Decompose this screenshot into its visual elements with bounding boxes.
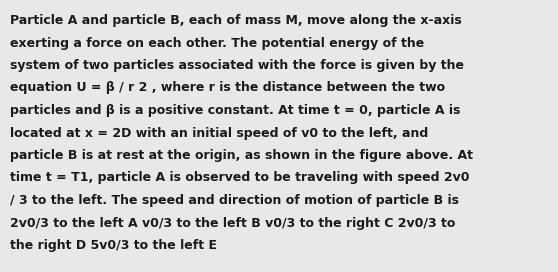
Text: / 3 to the left. The speed and direction of motion of particle B is: / 3 to the left. The speed and direction… [10, 194, 459, 207]
Text: located at x = 2D with an initial speed of v0 to the left, and: located at x = 2D with an initial speed … [10, 126, 428, 140]
Text: system of two particles associated with the force is given by the: system of two particles associated with … [10, 59, 464, 72]
Text: time t = T1, particle A is observed to be traveling with speed 2v0: time t = T1, particle A is observed to b… [10, 172, 469, 184]
Text: Particle A and particle B, each of mass M, move along the x-axis: Particle A and particle B, each of mass … [10, 14, 462, 27]
Text: particles and β is a positive constant. At time t = 0, particle A is: particles and β is a positive constant. … [10, 104, 460, 117]
Text: exerting a force on each other. The potential energy of the: exerting a force on each other. The pote… [10, 36, 424, 50]
Text: 2v0/3 to the left A v0/3 to the left B v0/3 to the right C 2v0/3 to: 2v0/3 to the left A v0/3 to the left B v… [10, 217, 455, 230]
Text: particle B is at rest at the origin, as shown in the figure above. At: particle B is at rest at the origin, as … [10, 149, 473, 162]
Text: equation U = β / r 2 , where r is the distance between the two: equation U = β / r 2 , where r is the di… [10, 82, 445, 94]
Text: the right D 5v0/3 to the left E: the right D 5v0/3 to the left E [10, 239, 217, 252]
